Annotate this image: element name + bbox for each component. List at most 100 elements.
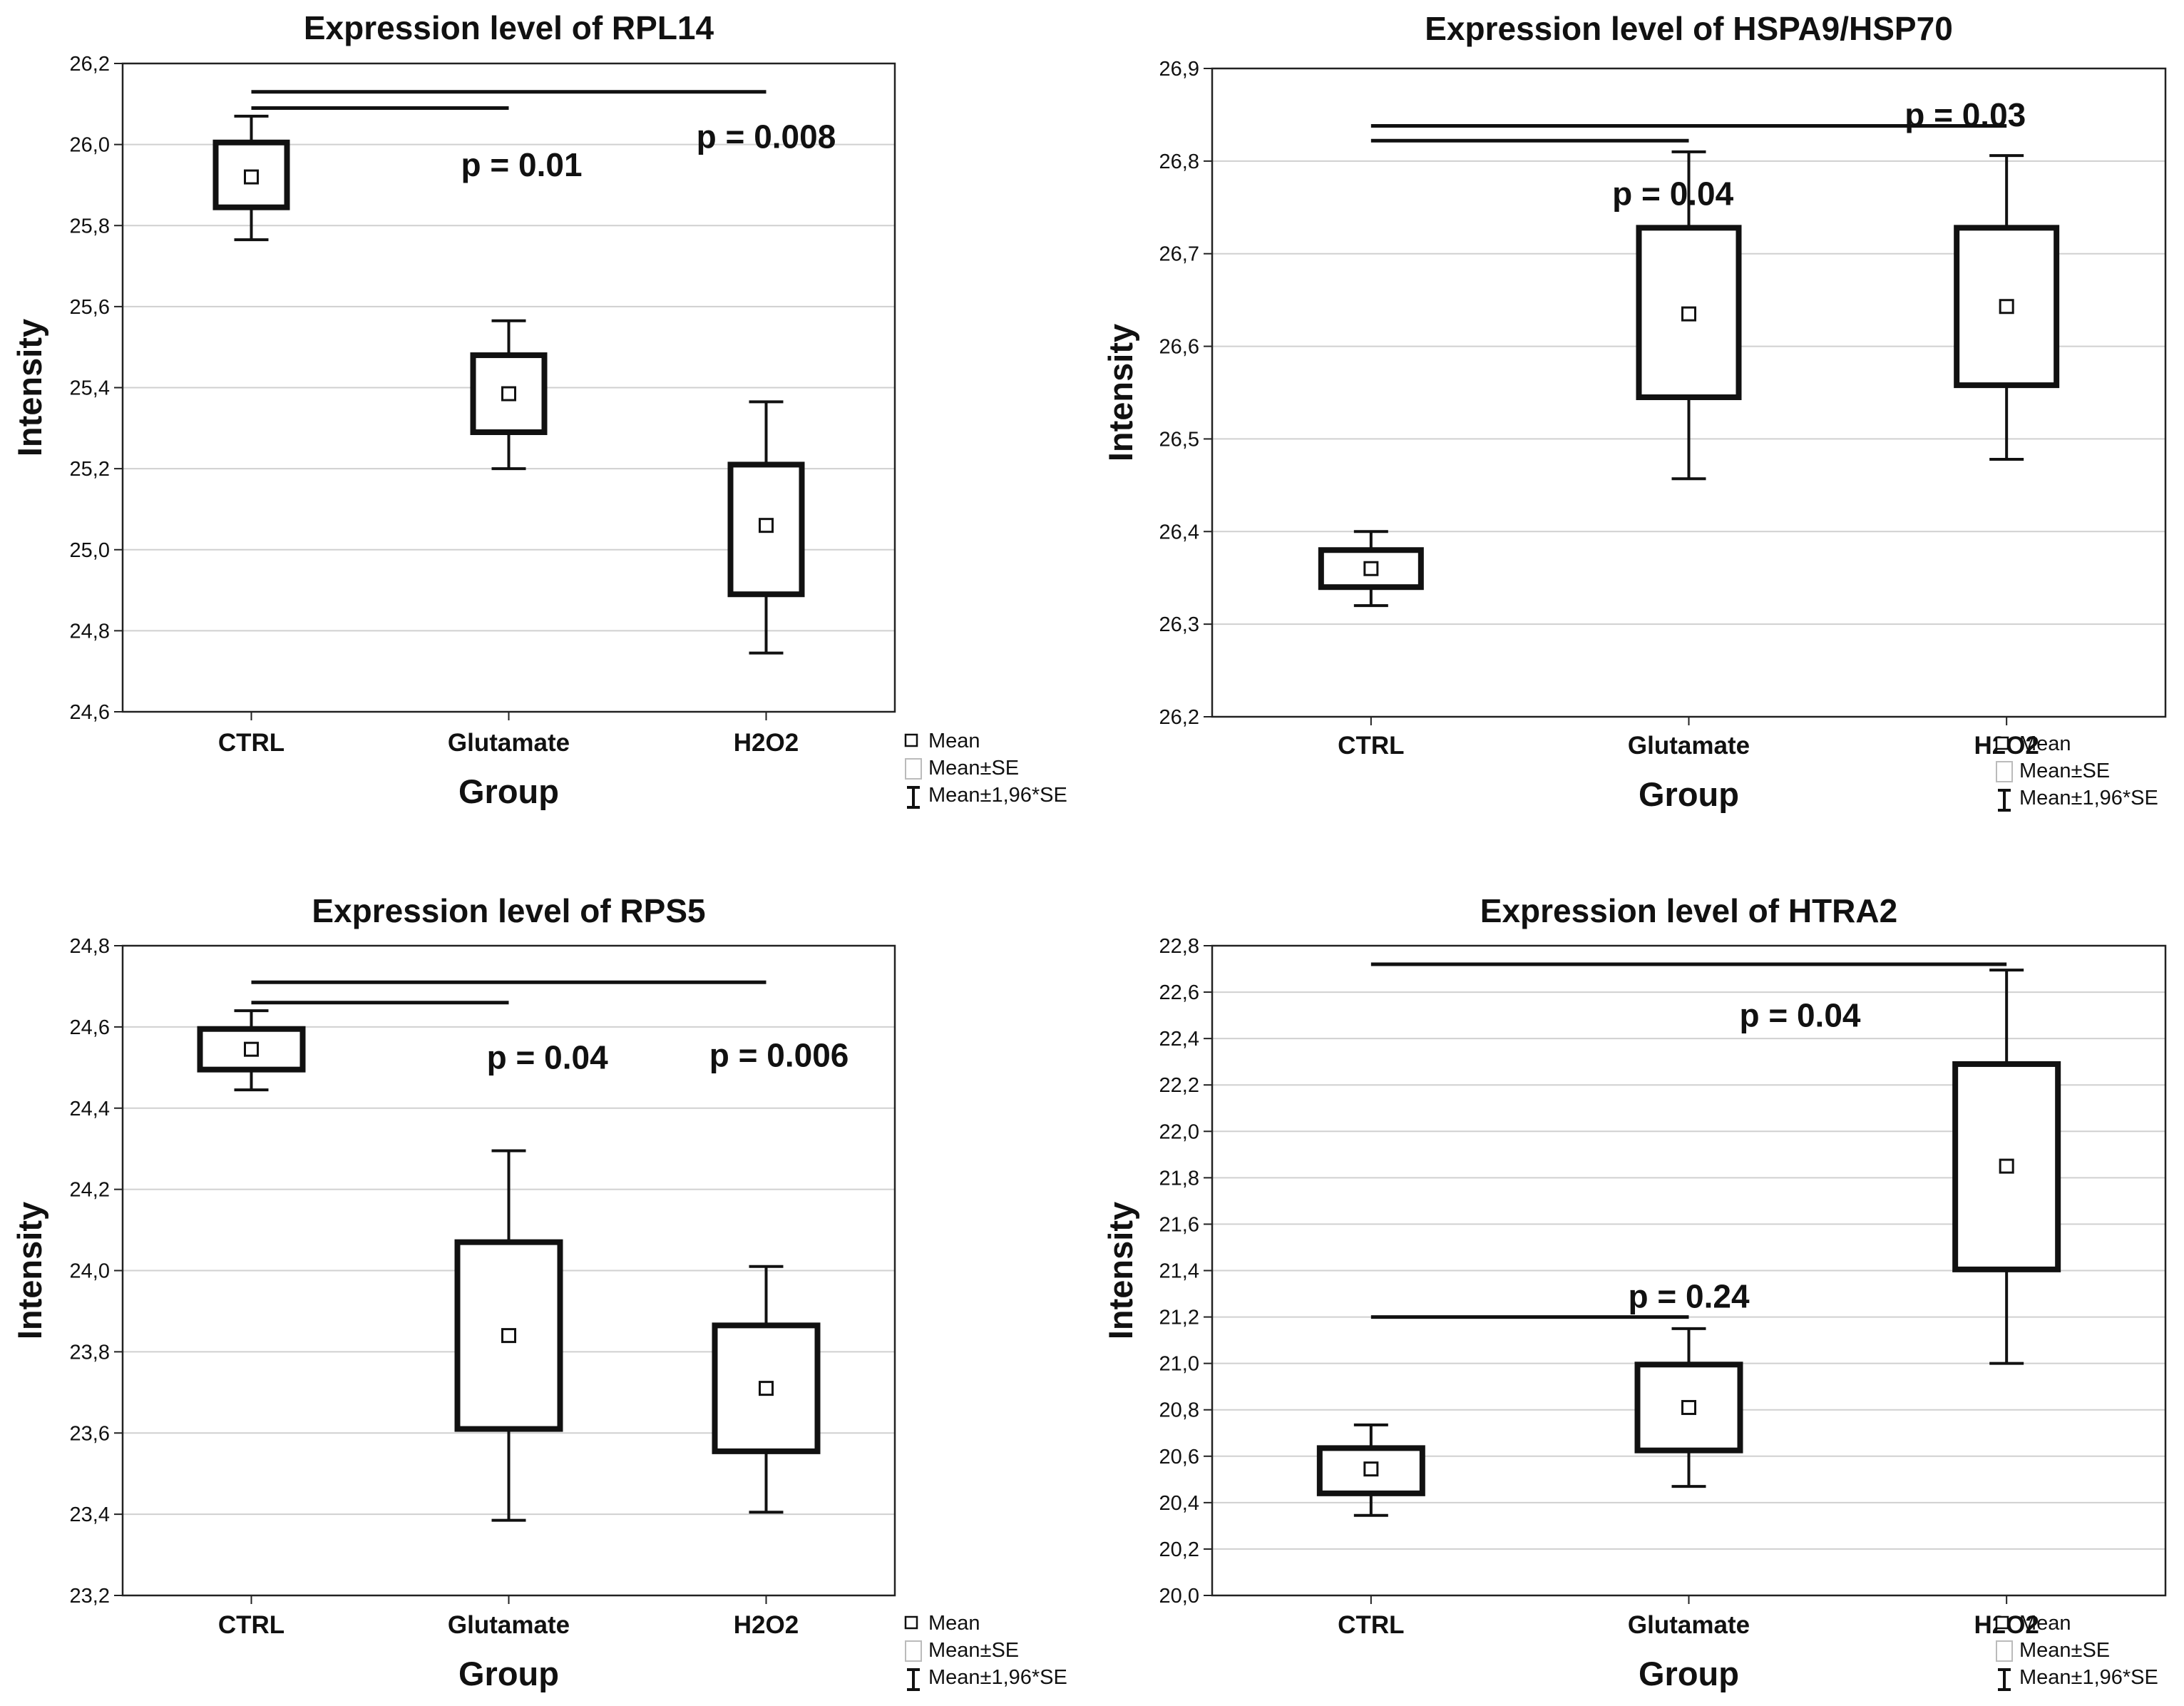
legend-mean-swatch: [1995, 1615, 2009, 1630]
y-tick-label: 23,8: [70, 1341, 110, 1364]
y-tick-label: 24,6: [70, 701, 110, 724]
x-axis-label: Group: [458, 772, 559, 810]
box-h2o2: [1954, 154, 2060, 461]
legend-mean-label: Mean: [2019, 732, 2071, 755]
y-tick-label: 24,0: [70, 1260, 110, 1283]
y-tick-label: 26,2: [1159, 706, 1199, 729]
legend-mean-swatch: [904, 733, 918, 747]
se-box: [470, 352, 548, 435]
chart-panel-3: Expression level of RPS5 23,2 23,4 23,6 23,8…: [11, 892, 1067, 1692]
x-axis-label: Group: [458, 1655, 559, 1692]
mean-marker: [1363, 561, 1379, 576]
chart-panel-1: Expression level of RPL14 24,6 24,8 25,0 25,…: [11, 9, 1067, 810]
y-tick-label: 26,6: [1159, 336, 1199, 359]
box-glutamate: [470, 319, 548, 471]
p-value-label: p = 0.04: [487, 1039, 608, 1076]
chart-panel-2: Expression level of HSPA9/HSP70 26,2 26,3 2…: [1102, 10, 2167, 813]
legend: Mean Mean±SE Mean±1,96*SE: [904, 1612, 1067, 1691]
y-tick-label: 26,8: [1159, 150, 1199, 173]
legend-se-swatch: [1996, 1640, 2013, 1662]
mean-marker: [501, 1328, 516, 1344]
legend-se-swatch: [905, 758, 922, 780]
x-tick-label: CTRL: [1338, 1611, 1404, 1639]
y-tick-label: 24,8: [70, 935, 110, 958]
x-axis-label: Group: [1639, 775, 1739, 813]
p-value-label: p = 0.04: [1739, 997, 1860, 1034]
y-axis-label: Intensity: [1102, 324, 1139, 461]
legend-mean-swatch: [904, 1615, 918, 1630]
y-tick-label: 23,2: [70, 1585, 110, 1608]
mean-marker: [501, 386, 516, 402]
y-tick-label: 21,4: [1159, 1260, 1199, 1283]
y-tick-label: 20,0: [1159, 1585, 1199, 1608]
box-ctrl: [212, 114, 290, 242]
y-tick-label: 26,3: [1159, 613, 1199, 636]
y-tick-label: 25,0: [70, 539, 110, 562]
y-axis-label: Intensity: [11, 1202, 48, 1339]
x-tick-label: Glutamate: [1628, 732, 1750, 760]
x-tick-label: CTRL: [218, 729, 284, 757]
mean-marker: [1681, 1399, 1696, 1415]
box-glutamate: [454, 1149, 563, 1522]
legend-se-swatch: [905, 1640, 922, 1662]
y-tick-label: 25,6: [70, 296, 110, 319]
x-tick-label: CTRL: [1338, 732, 1404, 760]
legend-se-label: Mean±SE: [928, 757, 1019, 780]
y-tick-label: 24,2: [70, 1179, 110, 1202]
legend-se-label: Mean±SE: [2019, 760, 2110, 782]
p-value-label: p = 0.03: [1904, 96, 2026, 133]
box-ctrl: [1318, 530, 1424, 608]
y-tick-label: 23,6: [70, 1422, 110, 1445]
mean-marker: [1681, 306, 1696, 322]
se-box: [727, 461, 805, 598]
mean-marker: [759, 518, 774, 533]
y-tick-label: 26,2: [70, 53, 110, 76]
y-tick-label: 24,4: [70, 1098, 110, 1120]
p-value-label: p = 0.24: [1628, 1277, 1749, 1314]
y-tick-label: 23,4: [70, 1503, 110, 1526]
y-tick-label: 26,5: [1159, 428, 1199, 451]
p-value-label: p = 0.04: [1612, 175, 1733, 212]
legend-se-swatch: [1996, 761, 2013, 782]
box-h2o2: [1952, 969, 2061, 1365]
mean-marker: [759, 1381, 774, 1396]
x-tick-label: CTRL: [218, 1611, 284, 1639]
legend-ci-label: Mean±1,96*SE: [928, 784, 1067, 807]
x-tick-label: H2O2: [734, 1611, 799, 1639]
y-tick-label: 22,8: [1159, 935, 1199, 958]
y-tick-label: 20,4: [1159, 1492, 1199, 1515]
x-axis-label: Group: [1639, 1655, 1739, 1692]
y-tick-label: 21,0: [1159, 1353, 1199, 1376]
y-axis-label: Intensity: [11, 319, 48, 456]
p-value-label: p = 0.006: [709, 1037, 849, 1074]
y-tick-label: 21,6: [1159, 1213, 1199, 1236]
box-glutamate: [1634, 1327, 1743, 1488]
y-tick-label: 22,2: [1159, 1074, 1199, 1097]
chart-title: Expression level of HSPA9/HSP70: [1425, 10, 1953, 47]
y-tick-label: 22,4: [1159, 1028, 1199, 1051]
y-tick-label: 22,6: [1159, 981, 1199, 1004]
chart-panel-4: Expression level of HTRA2 20,0 20,2 20,4 20,…: [1102, 892, 2167, 1692]
se-box: [1636, 225, 1742, 400]
mean-marker: [244, 169, 259, 185]
y-tick-label: 26,9: [1159, 58, 1199, 81]
box-ctrl: [197, 1009, 306, 1092]
chart-title: Expression level of RPS5: [312, 892, 705, 929]
y-tick-label: 25,2: [70, 458, 110, 481]
y-tick-label: 21,2: [1159, 1307, 1199, 1329]
legend-ci-label: Mean±1,96*SE: [2019, 787, 2158, 809]
x-tick-label: H2O2: [734, 729, 799, 757]
box-h2o2: [712, 1265, 821, 1514]
mean-marker: [1363, 1461, 1379, 1477]
se-box: [212, 139, 290, 210]
x-tick-label: Glutamate: [448, 729, 570, 757]
legend-se-label: Mean±SE: [2019, 1639, 2110, 1662]
y-tick-label: 20,8: [1159, 1399, 1199, 1422]
mean-marker: [1999, 1158, 2014, 1174]
y-tick-label: 21,8: [1159, 1167, 1199, 1190]
y-tick-label: 26,0: [70, 134, 110, 157]
y-tick-label: 26,4: [1159, 521, 1199, 543]
legend-ci-label: Mean±1,96*SE: [2019, 1666, 2158, 1689]
legend: Mean Mean±SE Mean±1,96*SE: [904, 730, 1067, 809]
